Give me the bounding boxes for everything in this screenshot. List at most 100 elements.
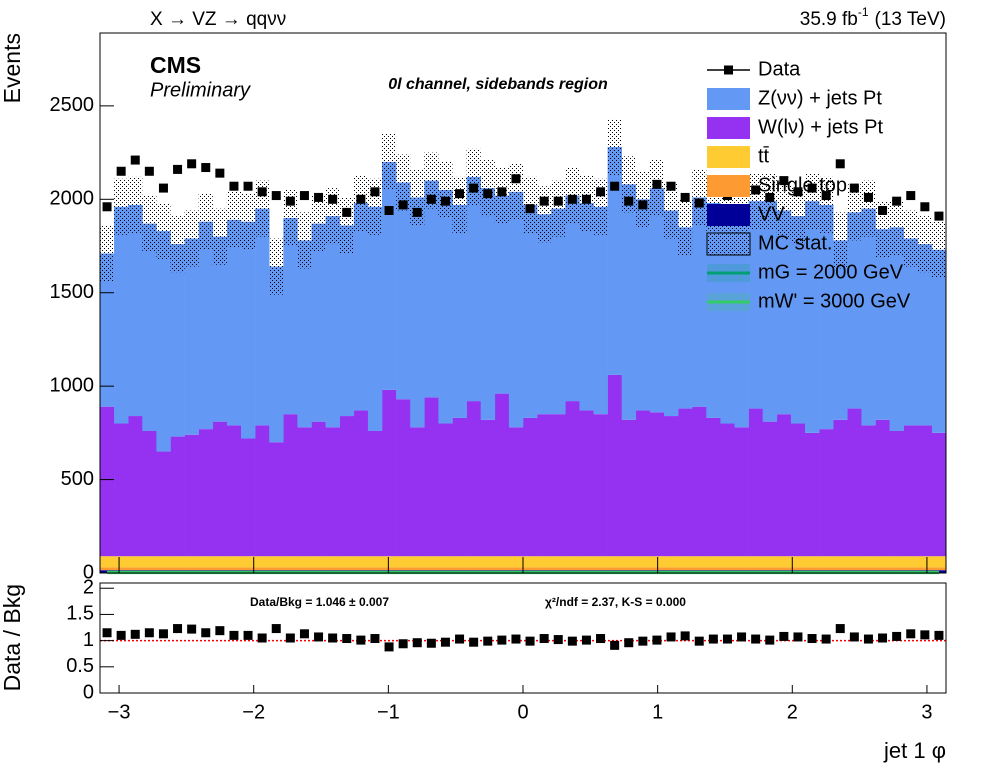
stack-bar	[635, 410, 651, 557]
stack-bar	[100, 406, 115, 557]
ratio-point	[934, 630, 944, 640]
stack-bar	[607, 146, 622, 375]
stack-bar	[452, 556, 467, 568]
stack-bar	[692, 406, 707, 557]
stack-bar	[706, 567, 721, 571]
ratio-point	[412, 638, 422, 648]
stack-bar	[565, 567, 580, 571]
stack-bar	[720, 567, 735, 571]
stack-bar	[621, 567, 637, 571]
ratio-point	[525, 636, 535, 646]
stack-bar	[283, 414, 298, 557]
ratio-point	[694, 636, 704, 646]
stack-bar	[353, 203, 369, 411]
data-point	[356, 194, 366, 204]
stack-bar	[847, 556, 862, 568]
data-point	[807, 183, 817, 193]
ratio-point	[708, 634, 718, 644]
stack-bar	[452, 567, 467, 571]
stack-bar	[762, 556, 778, 568]
stack-bar	[184, 556, 199, 568]
stack-bar	[424, 180, 439, 398]
stack-bar	[410, 556, 425, 568]
stack-bar	[903, 556, 919, 568]
data-point	[511, 174, 521, 184]
data-point	[652, 179, 662, 189]
ratio-point	[398, 639, 408, 649]
stack-bar	[551, 556, 566, 568]
stack-bar	[917, 567, 933, 571]
stack-bar	[241, 567, 256, 571]
ratio-point	[567, 636, 577, 646]
ratio-point	[878, 633, 888, 643]
stack-bar	[100, 253, 115, 407]
mc-stat-band	[847, 184, 862, 241]
stack-bar	[805, 432, 820, 557]
data-point	[469, 183, 479, 193]
stack-bar	[664, 567, 679, 571]
data-point	[779, 176, 789, 186]
ratio-y-tick-label: 1.5	[66, 603, 94, 625]
stack-bar	[903, 238, 919, 426]
stack-bar	[297, 567, 312, 571]
stack-bar	[621, 419, 637, 557]
mc-stat-band	[903, 210, 918, 267]
data-point	[793, 187, 803, 197]
y-tick-label: 500	[61, 468, 94, 490]
stack-bar	[593, 414, 608, 557]
stack-bar	[396, 567, 411, 571]
data-point	[215, 168, 225, 178]
mc-stat-band	[480, 160, 495, 217]
stack-bar	[367, 430, 383, 557]
stack-bar	[396, 399, 411, 557]
legend-label: Z(νν) + jets Pt	[758, 87, 882, 109]
data-point	[920, 202, 930, 212]
stack-bar	[325, 216, 340, 428]
mc-stat-band	[931, 221, 946, 278]
mc-stat-band	[311, 195, 326, 252]
stack-bar	[664, 416, 679, 557]
stack-bar	[819, 204, 834, 430]
mc-stat-band	[508, 163, 523, 220]
stack-bar	[114, 567, 129, 571]
stack-bar	[621, 184, 637, 420]
stack-bar	[579, 410, 594, 557]
data-point	[934, 211, 944, 221]
stack-bar	[255, 556, 270, 568]
y-tick-label: 1000	[50, 374, 95, 396]
legend-label: W(lν) + jets Pt	[758, 116, 883, 138]
ratio-point	[384, 642, 394, 652]
ratio-point	[920, 630, 930, 640]
stack-bar	[678, 567, 693, 571]
stack-bar	[367, 567, 383, 571]
ratio-point	[906, 629, 916, 639]
stack-bar	[339, 556, 355, 568]
ratio-point	[638, 636, 648, 646]
stack-bar	[593, 206, 608, 415]
ratio-point	[652, 635, 662, 645]
stack-bar	[664, 210, 679, 417]
stack-bar	[748, 567, 763, 571]
mc-stat-band	[593, 178, 608, 235]
stack-bar	[734, 217, 749, 428]
ratio-point	[342, 634, 352, 644]
stack-bar	[931, 249, 947, 433]
ratio-point	[455, 634, 465, 644]
stack-bar	[283, 217, 298, 415]
stack-bar	[410, 567, 425, 571]
stack-bar	[664, 556, 679, 568]
mc-stat-band	[819, 176, 834, 233]
stack-bar	[382, 161, 397, 390]
ratio-point	[426, 638, 436, 648]
legend-label: mG = 2000 GeV	[758, 261, 904, 283]
mc-stat-band	[410, 169, 425, 226]
stack-bar	[692, 197, 707, 407]
data-point	[271, 191, 281, 201]
stack-bar	[523, 204, 538, 418]
stack-bar	[805, 567, 820, 571]
ratio-point	[102, 628, 112, 638]
data-point	[102, 202, 112, 212]
ratio-point	[271, 624, 281, 634]
stack-bar	[226, 219, 242, 426]
stack-bar	[226, 425, 242, 557]
